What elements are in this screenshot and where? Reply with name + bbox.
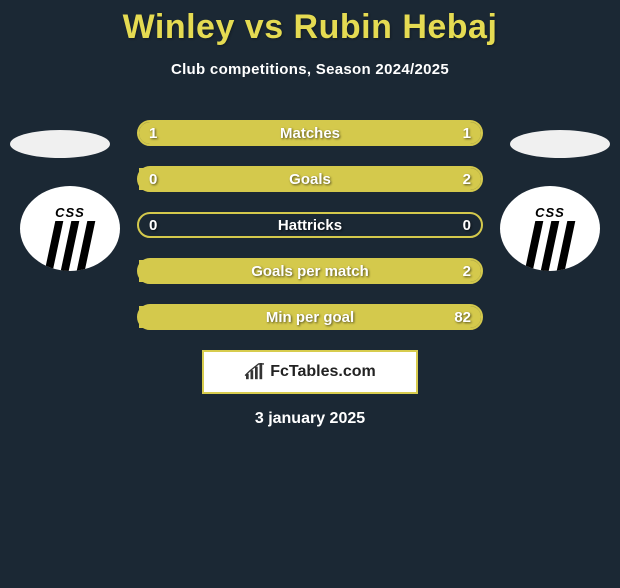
club-logo-text: CSS — [500, 205, 600, 220]
flag-left — [10, 130, 110, 158]
stat-value-right: 82 — [454, 306, 471, 328]
stat-row: Min per goal 82 — [137, 304, 483, 330]
stat-row: 1 Matches 1 — [137, 120, 483, 146]
stat-label: Goals per match — [139, 263, 481, 280]
brand-badge: FcTables.com — [202, 350, 418, 394]
stat-row: 0 Goals 2 — [137, 166, 483, 192]
flag-right — [510, 130, 610, 158]
stat-label: Goals — [139, 171, 481, 188]
brand-label: FcTables.com — [270, 363, 376, 381]
stats-container: 1 Matches 1 0 Goals 2 0 Hattricks 0 Goal… — [137, 120, 483, 330]
stat-value-right: 1 — [463, 122, 471, 144]
stat-value-right: 0 — [463, 214, 471, 236]
stat-row: Goals per match 2 — [137, 258, 483, 284]
club-logo-text: CSS — [20, 205, 120, 220]
date-label: 3 january 2025 — [0, 410, 620, 428]
club-logo-left: CSS — [20, 186, 120, 271]
stat-row: 0 Hattricks 0 — [137, 212, 483, 238]
subtitle: Club competitions, Season 2024/2025 — [0, 61, 620, 78]
page-title: Winley vs Rubin Hebaj — [0, 8, 620, 47]
stat-label: Hattricks — [139, 217, 481, 234]
stat-value-right: 2 — [463, 168, 471, 190]
chart-icon — [244, 363, 266, 381]
stat-label: Matches — [139, 125, 481, 142]
club-logo-right: CSS — [500, 186, 600, 271]
stat-value-right: 2 — [463, 260, 471, 282]
stat-label: Min per goal — [139, 309, 481, 326]
